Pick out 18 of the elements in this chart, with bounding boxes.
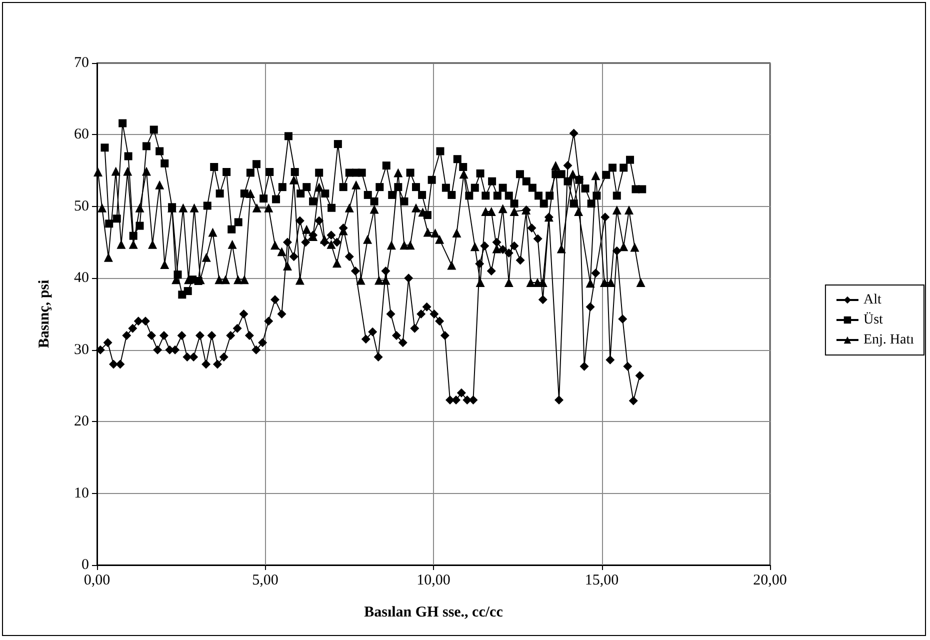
x-axis-title: Basılan GH sse., cc/cc bbox=[364, 604, 504, 620]
y-tick-label: 30 bbox=[74, 342, 89, 358]
legend-label: Enj. Hatı bbox=[863, 332, 914, 348]
y-tick-label: 40 bbox=[74, 270, 89, 286]
x-tick-label: 5,00 bbox=[252, 572, 278, 588]
x-tick-label: 20,00 bbox=[753, 572, 787, 588]
legend-label: Alt bbox=[863, 292, 882, 308]
y-tick-label: 50 bbox=[74, 198, 89, 214]
y-axis-title: Basınç, psi bbox=[36, 280, 52, 348]
x-tick-label: 15,00 bbox=[584, 572, 619, 588]
y-tick-label: 20 bbox=[74, 414, 89, 430]
x-tick-label: 0,00 bbox=[84, 572, 110, 588]
y-tick-label: 60 bbox=[74, 126, 89, 143]
y-tick-label: 0 bbox=[82, 557, 89, 573]
y-tick-label: 70 bbox=[74, 55, 89, 71]
legend-label: Üst bbox=[863, 312, 884, 328]
x-tick-label: 10,00 bbox=[416, 572, 450, 588]
y-tick-label: 10 bbox=[74, 485, 89, 502]
